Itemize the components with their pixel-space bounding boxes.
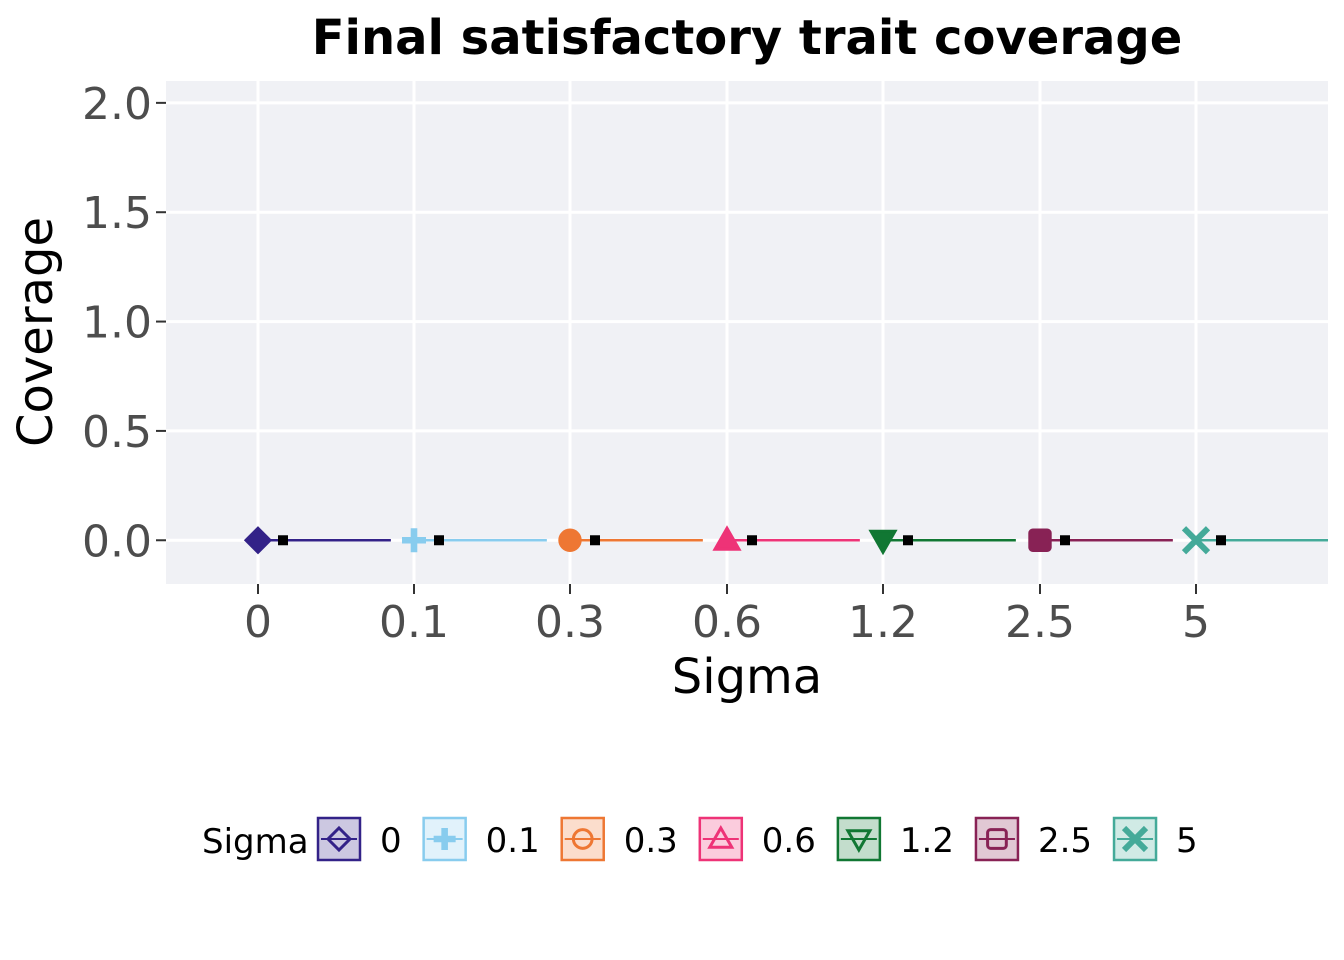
cross-shape: [1181, 526, 1211, 555]
summary-point: [434, 535, 444, 546]
y-tick-label: 1.5: [82, 188, 152, 239]
data-point: [868, 529, 898, 556]
data-point: [1028, 528, 1052, 552]
data-point: [1181, 526, 1211, 555]
triangle-up-shape: [707, 824, 735, 849]
series-0: [243, 526, 391, 555]
data-point: [712, 525, 742, 551]
legend-item: 0: [316, 816, 402, 862]
triangle-down-shape: [868, 529, 898, 556]
y-axis: 0.0 0.5 1.0 1.5 2.0: [82, 79, 166, 567]
legend-marker: [707, 824, 735, 849]
x-tick-label: 0.6: [692, 597, 762, 648]
legend: Sigma 0 0.1 0.3 0.6 1.2 2.5 5: [202, 816, 1198, 862]
diamond-shape: [325, 825, 353, 853]
legend-label: 5: [1176, 821, 1198, 861]
series-5: [1181, 526, 1328, 555]
legend-label: 2.5: [1038, 821, 1092, 861]
legend-marker: [845, 829, 873, 854]
legend-label: 1.2: [900, 821, 954, 861]
data-point: [558, 528, 582, 552]
x-tick-label: 0: [244, 597, 272, 648]
plus-shape: [402, 528, 426, 553]
x-axis: 0 0.1 0.3 0.6 1.2 2.5 5: [244, 584, 1210, 648]
legend-label: 0.6: [762, 821, 816, 861]
x-axis-title: Sigma: [672, 649, 822, 705]
legend-item: 5: [1112, 816, 1198, 862]
series-1.2: [868, 529, 1016, 556]
circle-shape: [558, 528, 582, 552]
plus-shape: [433, 828, 456, 850]
y-axis-title: Coverage: [8, 217, 64, 447]
legend-item: 2.5: [974, 816, 1092, 862]
legend-label: 0: [380, 821, 402, 861]
legend-marker: [571, 828, 594, 850]
triangle-up-shape: [712, 525, 742, 551]
summary-point: [903, 535, 913, 546]
legend-item: 0.3: [560, 816, 678, 862]
plot-panel: [166, 81, 1328, 584]
x-tick-label: 0.1: [379, 597, 449, 648]
summary-point: [278, 535, 288, 546]
summary-point: [747, 535, 757, 546]
legend-item: 0.1: [422, 816, 540, 862]
x-tick-label: 1.2: [848, 597, 918, 648]
legend-marker: [325, 825, 353, 853]
grid-lines: [166, 81, 1328, 584]
data-marks: [243, 525, 1328, 556]
legend-marker: [1121, 825, 1149, 853]
y-tick-label: 0.5: [82, 407, 152, 458]
cross-shape: [1121, 825, 1149, 853]
x-tick-label: 2.5: [1005, 597, 1075, 648]
circle-shape: [571, 828, 594, 850]
legend-item: 1.2: [836, 816, 954, 862]
legend-marker: [433, 828, 456, 850]
legend-title: Sigma: [202, 822, 309, 862]
series-2.5: [1028, 528, 1173, 552]
square-shape: [1028, 528, 1052, 552]
chart-title: Final satisfactory trait coverage: [312, 10, 1183, 66]
y-tick-label: 0.0: [82, 516, 152, 567]
summary-point: [1060, 535, 1070, 546]
square-shape: [986, 828, 1008, 850]
data-point: [243, 526, 273, 555]
diamond-shape: [243, 526, 273, 555]
series-0.6: [712, 525, 860, 551]
y-tick-label: 1.0: [82, 298, 152, 349]
triangle-down-shape: [845, 829, 873, 854]
legend-item: 0.6: [698, 816, 816, 862]
legend-marker: [986, 828, 1008, 850]
summary-point: [1216, 535, 1226, 546]
series-0.1: [402, 528, 547, 553]
x-tick-label: 5: [1182, 597, 1210, 648]
series-0.3: [558, 528, 703, 552]
y-tick-label: 2.0: [82, 79, 152, 130]
summary-point: [590, 535, 600, 546]
legend-label: 0.3: [624, 821, 678, 861]
legend-label: 0.1: [486, 821, 540, 861]
data-point: [402, 528, 426, 553]
x-tick-label: 0.3: [535, 597, 605, 648]
